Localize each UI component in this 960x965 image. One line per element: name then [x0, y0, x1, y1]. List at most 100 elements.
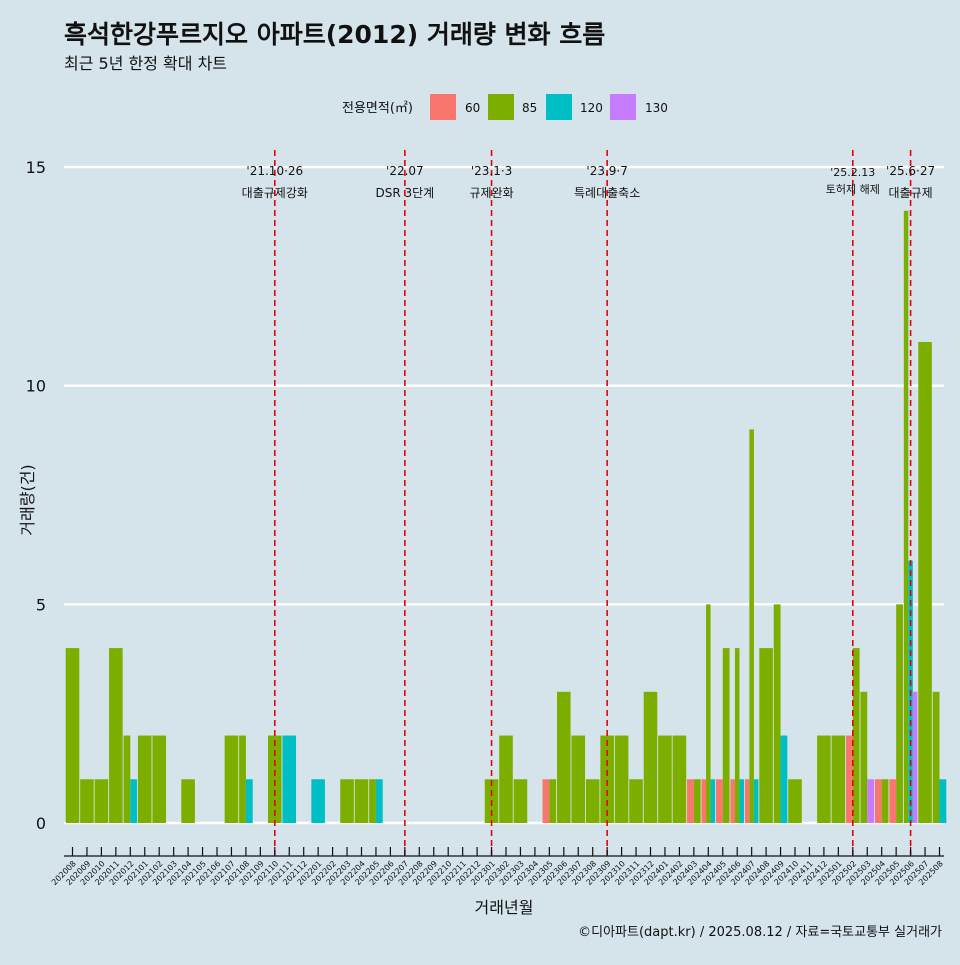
grid — [64, 165, 944, 825]
legend-label-120: 120 — [580, 101, 603, 115]
bar-120-202012 — [130, 779, 138, 823]
bar-85-202305 — [549, 779, 557, 823]
bar-85-202308 — [585, 779, 600, 823]
bar-85-202012 — [123, 735, 131, 823]
bar-120-202406 — [739, 779, 744, 823]
legend-label-60: 60 — [465, 101, 480, 115]
bar-120-202205 — [375, 779, 383, 823]
bar-85-202405 — [722, 648, 730, 823]
bar-120-202409 — [780, 735, 788, 823]
bar-85-202409 — [773, 604, 781, 823]
bar-85-202503 — [860, 691, 868, 823]
bar-60-202505 — [889, 779, 897, 823]
bar-85-202107 — [224, 735, 239, 823]
bar-85-202403 — [693, 779, 701, 823]
bar-85-202311 — [629, 779, 643, 823]
bar-85-202011 — [109, 648, 123, 823]
bar-85-202508 — [932, 691, 940, 823]
bar-85-202302 — [499, 735, 513, 823]
bar-85-202407 — [749, 429, 754, 823]
bar-85-202104 — [181, 779, 195, 823]
bar-60-202407 — [744, 779, 750, 823]
y-axis-label: 거래량(건) — [18, 464, 37, 535]
bar-60-202406 — [730, 779, 735, 823]
bar-60-202403 — [687, 779, 694, 823]
x-axis: 2020082020092020102020112020122021012021… — [50, 847, 945, 887]
event-label-date: '21.10·26 — [246, 164, 303, 178]
bar-120-202201 — [311, 779, 325, 823]
y-tick-label: 10 — [26, 377, 46, 396]
event-label-text: 대출규제 — [889, 186, 933, 200]
legend-label-130: 130 — [645, 101, 668, 115]
bar-120-202407 — [753, 779, 759, 823]
bar-85-202401 — [658, 735, 672, 823]
bar-130-202506 — [912, 691, 918, 823]
bar-85-202502 — [852, 648, 860, 823]
bar-85-202101 — [137, 735, 152, 823]
bar-85-202303 — [513, 779, 528, 823]
event-label-text: 토허제 해제 — [826, 182, 880, 196]
y-tick-label: 5 — [36, 595, 46, 614]
y-axis-ticks: 0 5 10 15 — [26, 158, 46, 833]
y-tick-label: 15 — [26, 158, 46, 177]
legend-swatch-130 — [610, 94, 636, 120]
bar-85-202310 — [614, 735, 629, 823]
bar-85-202504 — [881, 779, 889, 823]
chart-subtitle: 최근 5년 한정 확대 차트 — [64, 54, 227, 73]
bar-120-202508 — [939, 779, 947, 823]
event-label-text: DSR 3단계 — [375, 186, 434, 200]
legend-swatch-120 — [546, 94, 572, 120]
bar-85-202010 — [94, 779, 109, 823]
event-label-date: '23.1·3 — [471, 164, 512, 178]
event-label-text: 대출규제강화 — [242, 186, 308, 200]
bar-60-202404 — [701, 779, 707, 823]
bar-120-202111 — [282, 735, 297, 823]
bar-85-202507 — [918, 341, 932, 823]
bar-85-202412 — [817, 735, 831, 823]
bar-85-202506 — [903, 210, 909, 823]
bar-85-202408 — [759, 648, 773, 823]
legend-label-85: 85 — [522, 101, 537, 115]
bar-60-202502 — [846, 735, 853, 823]
legend-swatch-85 — [488, 94, 514, 120]
bar-85-202501 — [831, 735, 846, 823]
bar-85-202008 — [65, 648, 80, 823]
bar-120-202108 — [245, 779, 253, 823]
event-label-text: 규제완화 — [469, 186, 513, 200]
event-lines: '21.10·26 대출규제강화 '22.07 DSR 3단계 '23.1·3 규제완화 '… — [242, 150, 935, 855]
bar-85-202203 — [340, 779, 354, 823]
event-label-date: '25.2.13 — [830, 166, 875, 179]
bar-85-202505 — [896, 604, 903, 823]
bar-85-202205 — [369, 779, 376, 823]
bar-85-202204 — [354, 779, 369, 823]
chart-title: 흑석한강푸르지오 아파트(2012) 거래량 변화 흐름 — [64, 20, 605, 49]
bar-60-202405 — [715, 779, 723, 823]
bar-60-202305 — [542, 779, 550, 823]
event-label-date: '22.07 — [386, 164, 424, 178]
bar-85-202009 — [80, 779, 94, 823]
bar-85-202102 — [152, 735, 166, 823]
y-tick-label: 0 — [36, 814, 46, 833]
bar-85-202410 — [788, 779, 802, 823]
bar-85-202312 — [643, 691, 658, 823]
x-axis-label: 거래년월 — [475, 898, 534, 917]
bar-120-202404 — [710, 779, 716, 823]
event-label-text: 특례대출축소 — [574, 186, 640, 200]
legend-swatch-60 — [430, 94, 456, 120]
caption: ©디아파트(dapt.kr) / 2025.08.12 / 자료=국토교통부 실… — [578, 925, 942, 940]
bar-85-202306 — [557, 691, 571, 823]
bar-85-202404 — [706, 604, 711, 823]
bar-60-202504 — [874, 779, 882, 823]
legend: 전용면적(㎡) 60 85 120 130 — [342, 94, 668, 120]
bar-85-202406 — [734, 648, 740, 823]
bar-85-202307 — [571, 735, 586, 823]
bar-85-202108 — [239, 735, 246, 823]
bar-85-202402 — [672, 735, 687, 823]
bars — [65, 210, 947, 823]
event-label-date: '25.6·27 — [886, 164, 935, 178]
bar-85-202309 — [600, 735, 614, 823]
legend-title: 전용면적(㎡) — [342, 101, 413, 116]
bar-85-202110 — [268, 735, 282, 823]
bar-130-202503 — [867, 779, 875, 823]
